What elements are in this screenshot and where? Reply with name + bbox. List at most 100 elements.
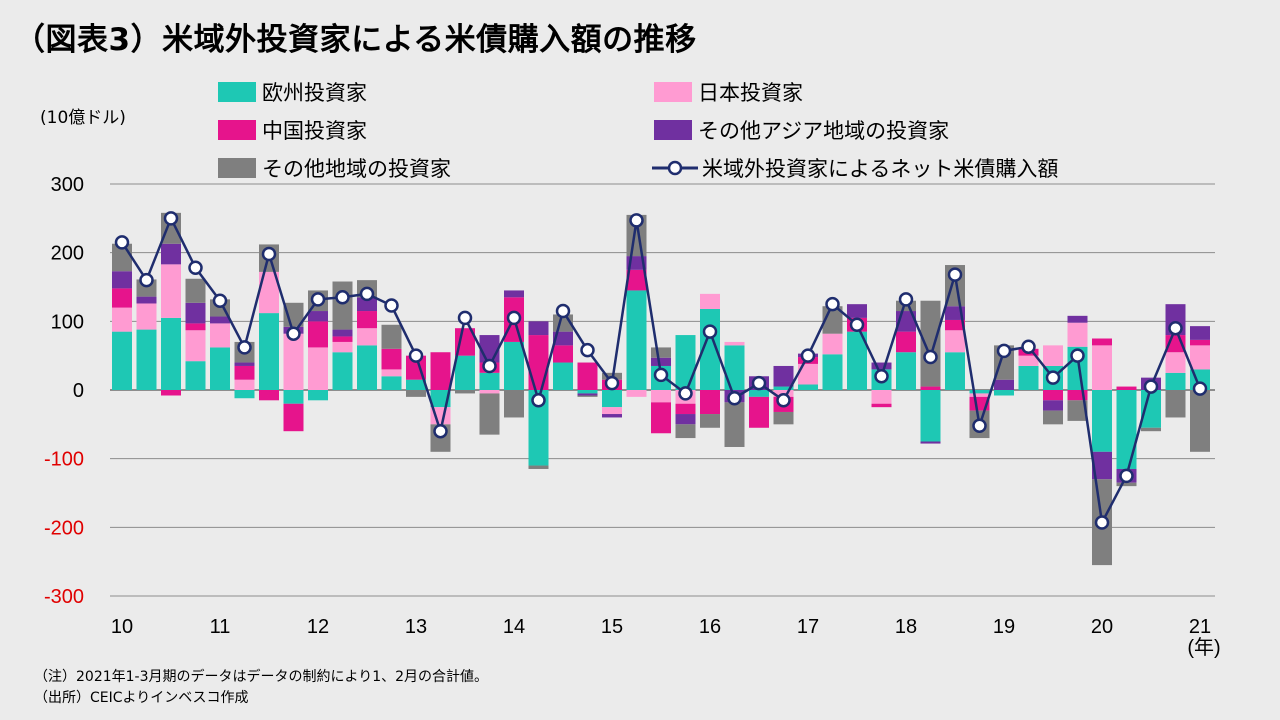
legend-swatch-other-asia: [654, 120, 692, 140]
bar-japan: [136, 303, 157, 330]
bar-other-asia: [553, 331, 573, 346]
net-purchase-point: [188, 260, 203, 276]
bar-europe: [1018, 365, 1039, 390]
x-tick-label: 13: [405, 616, 427, 638]
bar-europe: [1165, 372, 1186, 390]
bar-japan: [798, 363, 818, 385]
bar-other-asia: [871, 362, 892, 370]
bar-other: [455, 390, 475, 394]
net-purchase-point: [800, 348, 816, 363]
bar-other: [1116, 482, 1137, 487]
bar-japan: [602, 407, 622, 415]
bar-europe: [1116, 390, 1137, 469]
bar-china: [1067, 390, 1088, 401]
bar-europe: [210, 347, 230, 390]
bar-china: [455, 328, 475, 356]
net-purchase-point: [580, 342, 595, 358]
bar-other-asia: [161, 243, 181, 265]
net-purchase-point: [678, 386, 693, 401]
bar-other: [528, 465, 549, 469]
net-purchase-point: [1192, 381, 1208, 396]
bar-other-asia: [602, 414, 622, 418]
bar-japan: [1067, 322, 1088, 347]
net-purchase-point: [1045, 370, 1061, 385]
net-purchase-point: [408, 348, 424, 363]
bar-other: [773, 411, 794, 425]
legend-line-marker-icon: [652, 160, 698, 176]
x-tick-label: 21: [1189, 616, 1211, 638]
x-tick-label: 10: [111, 616, 133, 638]
bar-europe: [528, 390, 549, 466]
bar-other: [1141, 427, 1161, 432]
bar-other-asia: [112, 271, 132, 289]
bar-japan: [651, 390, 671, 403]
bar-europe: [406, 379, 426, 390]
bar-europe: [259, 313, 279, 390]
bar-japan: [1018, 355, 1039, 366]
y-axis-unit-label: (10億ドル): [40, 108, 126, 128]
bar-china: [161, 390, 181, 396]
bar-japan: [969, 393, 990, 397]
bar-japan: [161, 264, 181, 318]
net-purchase-point: [849, 317, 865, 333]
bar-china: [700, 390, 720, 415]
bar-europe: [185, 361, 206, 390]
legend-label-china: 中国投資家: [262, 119, 367, 143]
bar-japan: [1043, 345, 1063, 366]
bar-japan: [185, 330, 206, 362]
net-purchase-point: [457, 310, 473, 326]
bar-other-asia: [357, 297, 377, 312]
bar-europe: [749, 390, 769, 397]
bar-other-asia: [994, 379, 1014, 390]
bar-other: [651, 347, 671, 358]
bar-europe: [773, 386, 794, 390]
x-tick-label: 15: [601, 616, 623, 638]
bar-other: [381, 324, 402, 349]
bar-china: [332, 336, 353, 342]
net-purchase-point: [212, 293, 228, 308]
bar-china: [234, 365, 255, 380]
year-suffix-label: (年): [1187, 636, 1220, 659]
bar-china: [675, 403, 696, 415]
net-purchase-point: [996, 343, 1012, 359]
bar-other: [406, 390, 426, 397]
bar-other-asia: [773, 365, 794, 387]
bar-europe: [504, 341, 524, 390]
bar-other: [700, 414, 720, 428]
legend-swatch-europe: [218, 82, 256, 102]
bar-china: [1116, 386, 1137, 390]
bar-other-asia: [528, 321, 549, 336]
bar-other: [332, 281, 353, 330]
net-purchase-point: [237, 340, 252, 355]
bar-other-asia: [651, 357, 671, 366]
bar-other-asia: [332, 329, 353, 337]
bar-europe: [675, 335, 696, 390]
bar-china: [749, 396, 769, 428]
bar-china: [112, 288, 132, 308]
bar-china: [308, 321, 328, 348]
legend-swatch-china: [218, 120, 256, 140]
bar-other: [920, 300, 941, 387]
bar-japan: [1190, 345, 1210, 370]
bar-europe: [479, 372, 500, 390]
bar-europe: [1141, 390, 1161, 428]
bar-japan: [357, 328, 377, 346]
net-purchase-point: [972, 418, 987, 433]
bar-europe: [332, 352, 353, 390]
net-purchase-point: [947, 267, 963, 282]
x-tick-label: 11: [210, 616, 231, 638]
bar-other-asia: [308, 311, 328, 322]
bar-europe: [161, 317, 181, 390]
x-tick-label: 17: [797, 616, 819, 638]
bar-other: [1043, 410, 1063, 425]
bar-japan: [381, 369, 402, 377]
x-tick-label: 19: [993, 616, 1015, 638]
y-tick-label: -100: [44, 449, 84, 471]
net-purchase-point: [433, 423, 448, 439]
bar-europe: [553, 362, 573, 390]
net-purchase-point: [261, 246, 277, 262]
bar-china: [553, 345, 573, 363]
y-tick-label: 0: [73, 380, 84, 402]
bar-china: [259, 390, 279, 401]
bar-china: [357, 311, 377, 329]
